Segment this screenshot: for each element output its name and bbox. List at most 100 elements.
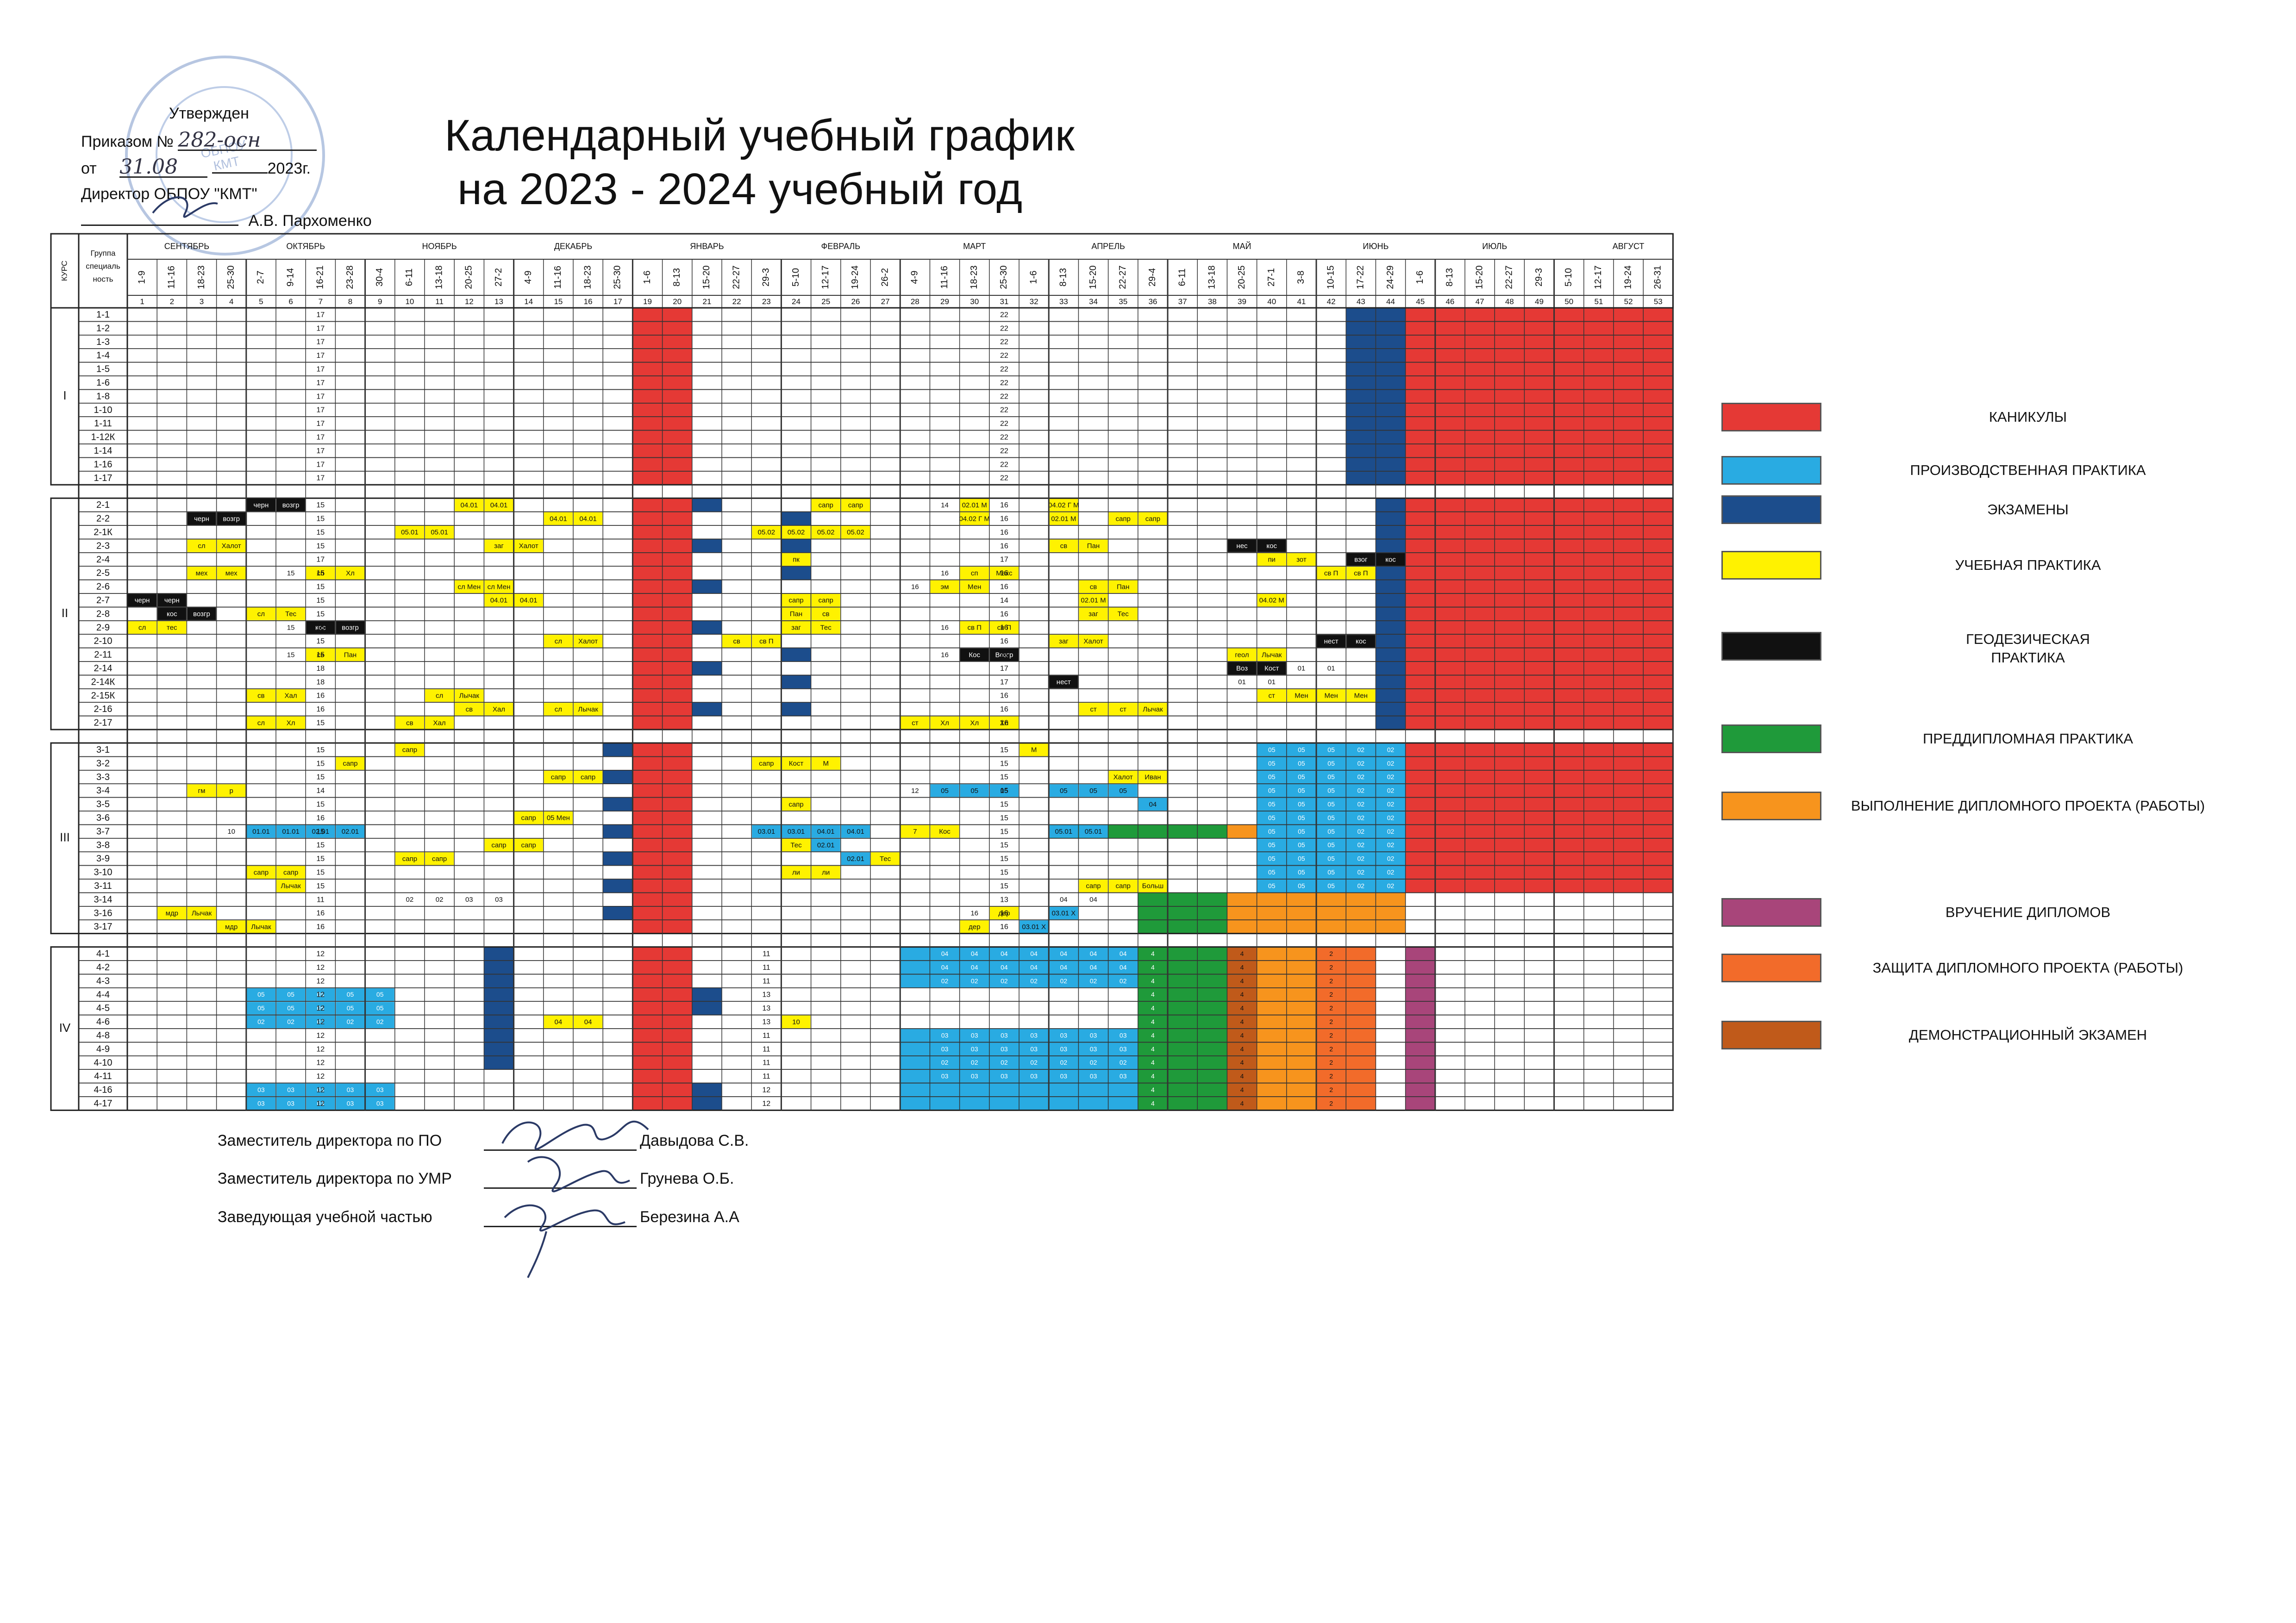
- period-fill: [1405, 498, 1673, 512]
- cell-mark-text: возгр: [193, 610, 210, 618]
- period-fill: [1138, 906, 1227, 920]
- period-fill: [1405, 974, 1435, 988]
- cell-mark-text: 10: [227, 828, 235, 836]
- period-fill: [1405, 675, 1673, 689]
- week-number: 37: [1178, 297, 1187, 306]
- weeks-first-term: 17: [316, 352, 325, 360]
- cell-mark-text: 03: [495, 896, 503, 904]
- cell-mark-text: черн: [254, 501, 269, 509]
- weeks-second-term: 22: [1000, 352, 1008, 360]
- cell-mark-text: мех: [225, 569, 238, 577]
- week-range-label: 25-30: [999, 265, 1009, 289]
- practice-mark: [574, 1015, 603, 1028]
- cell-mark-text: возгр: [282, 501, 300, 509]
- weeks-first-term: 17: [316, 434, 325, 442]
- month-label: ИЮНЬ: [1363, 242, 1389, 251]
- cell-mark-text: 02.01: [817, 841, 835, 849]
- period-fill: [1227, 947, 1257, 961]
- practice-mark: [811, 838, 840, 852]
- practice-code-text: 04: [1120, 950, 1127, 957]
- week-range-label: 29-3: [1534, 268, 1544, 287]
- practice-mark: [1108, 512, 1138, 525]
- cell-mark-text: Мен: [1295, 692, 1308, 699]
- period-fill: [692, 580, 722, 593]
- weeks-second-term: 16: [1000, 542, 1008, 550]
- practice-mark: [782, 1015, 811, 1028]
- practice-mark: [960, 580, 989, 593]
- cell-mark-text: эм: [941, 583, 949, 591]
- cell-mark-text: пи: [1268, 556, 1276, 563]
- practice-mark: [1376, 553, 1405, 566]
- legend-swatch: [1721, 456, 1821, 485]
- cell-mark-text: нес: [1236, 542, 1248, 550]
- practice-code-text: 03: [376, 1099, 384, 1107]
- year-suffix: 2023г.: [267, 160, 311, 177]
- period-fill: [484, 1055, 514, 1070]
- cell-mark-text: Мен: [968, 583, 981, 591]
- weeks-second-term: 15: [1000, 801, 1008, 809]
- cell-mark-text: 04: [1060, 896, 1068, 904]
- practice-mark: [276, 499, 306, 512]
- practice-code-text: 03: [971, 1031, 978, 1039]
- cell-mark-text: 03.01: [788, 828, 805, 836]
- week-range-label: 26-31: [1653, 265, 1663, 289]
- group-name: 1-6: [96, 378, 110, 388]
- practice-code-text: 02: [1001, 977, 1008, 985]
- practice-mark: [306, 567, 335, 580]
- cell-mark-text: сапр: [819, 501, 833, 509]
- week-number: 24: [792, 297, 801, 306]
- week-range-label: 1-9: [137, 271, 147, 284]
- legend-swatch: [1721, 898, 1821, 927]
- week-number: 13: [494, 297, 503, 306]
- week-number: 3: [200, 297, 204, 306]
- legend-label: ДЕМОНСТРАЦИОННЫЙ ЭКЗАМЕН: [1908, 1027, 2147, 1043]
- practice-mark: [514, 812, 543, 824]
- practice-code-text: 03: [257, 1086, 265, 1093]
- week-count-text: 4: [1240, 1059, 1244, 1066]
- practice-code-text: 05: [317, 1005, 325, 1012]
- cell-mark-text: сапр: [581, 773, 595, 781]
- week-number: 11: [435, 297, 444, 306]
- period-fill: [603, 797, 633, 811]
- group-name: 3-2: [96, 758, 110, 768]
- week-number: 36: [1148, 297, 1157, 306]
- cell-mark-text: заг: [494, 542, 504, 550]
- period-fill: [1405, 824, 1673, 838]
- week-number: 49: [1535, 297, 1544, 306]
- practice-mark: [187, 539, 216, 552]
- week-number: 32: [1030, 297, 1039, 306]
- cell-mark-text: сп: [971, 569, 978, 577]
- practice-mark: [514, 594, 543, 607]
- week-range-label: 18-23: [582, 265, 593, 289]
- practice-code-text: 04: [1001, 950, 1008, 957]
- period-fill: [1405, 1029, 1435, 1042]
- week-count-text: 2: [1329, 1005, 1333, 1012]
- exam-code-text: 02: [1387, 882, 1395, 889]
- cell-mark-text: сл: [555, 637, 562, 645]
- exam-code-text: 05: [1327, 868, 1335, 876]
- cell-mark-text: 04.01: [550, 515, 567, 523]
- practice-code-text: 02: [1030, 1059, 1038, 1066]
- practice-code-text: 02: [971, 1059, 978, 1066]
- period-fill: [1405, 376, 1673, 390]
- cell-mark-text: кос: [1356, 637, 1366, 645]
- group-name: 1-1: [96, 310, 110, 320]
- period-fill: [1405, 716, 1673, 730]
- period-fill: [1405, 512, 1673, 525]
- practice-mark: [336, 825, 365, 838]
- weeks-first-term: 15: [316, 828, 325, 836]
- practice-code-text: 04: [971, 950, 978, 957]
- period-fill: [781, 675, 811, 689]
- cell-mark-text: взог: [1354, 556, 1368, 563]
- period-fill: [1405, 1015, 1435, 1029]
- week-number: 43: [1357, 297, 1365, 306]
- period-fill: [603, 852, 633, 866]
- week-number: 53: [1654, 297, 1663, 306]
- week-count-text: 4: [1240, 950, 1244, 957]
- cell-mark-text: Лычак: [459, 692, 480, 699]
- week-count-text: 4: [1151, 1045, 1155, 1053]
- period-fill: [1227, 1015, 1257, 1029]
- week-range-label: 6-11: [404, 268, 414, 287]
- practice-code-text: 05: [376, 991, 384, 998]
- cell-mark-text: св П: [1354, 569, 1368, 577]
